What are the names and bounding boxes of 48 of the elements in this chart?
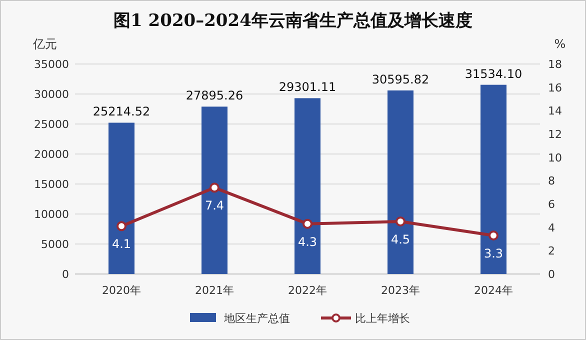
y2-axis-title: % [554, 37, 566, 51]
data-label: 25214.52 [92, 104, 150, 119]
y2-tick-label: 16 [548, 81, 562, 94]
data-label: 4.3 [298, 234, 318, 249]
y-axis-title: 亿元 [32, 37, 57, 51]
y-tick-label: 5000 [41, 238, 69, 251]
y2-tick-label: 10 [548, 151, 562, 164]
point [396, 216, 406, 226]
data-label: 29301.11 [278, 80, 336, 94]
y2-tick-label: 6 [548, 198, 555, 211]
y-tick-label: 10000 [34, 208, 69, 221]
x-tick-label: 2022年 [288, 284, 327, 297]
x-tick-label: 2021年 [195, 284, 234, 297]
data-label: 7.4 [204, 198, 224, 213]
point [488, 230, 498, 240]
y-tick-label: 20000 [34, 148, 69, 161]
point [210, 182, 220, 193]
data-label: 4.5 [390, 232, 410, 246]
y-tick-label: 25000 [34, 118, 69, 131]
legend-label: 地区生产总值 [223, 312, 290, 325]
data-label: 4.1 [112, 237, 132, 252]
bar [202, 106, 228, 274]
y-tick-label: 15000 [34, 178, 69, 191]
y2-tick-label: 8 [548, 174, 555, 188]
y2-tick-label: 14 [548, 104, 562, 118]
point [302, 218, 312, 229]
data-label: 31534.10 [464, 66, 522, 81]
data-label: 30595.82 [372, 72, 430, 86]
bar [294, 98, 320, 274]
y2-tick-label: 4 [548, 221, 555, 234]
bar [480, 84, 506, 274]
y2-tick-label: 12 [548, 128, 562, 141]
chart-title: 图1 2020–2024年云南省生产总值及增长速度 [114, 11, 472, 31]
y2-tick-label: 2 [548, 244, 555, 258]
legend-label: 比上年增长 [355, 312, 410, 325]
y-tick-label: 30000 [34, 88, 69, 101]
bar [388, 90, 414, 274]
bar [108, 122, 134, 274]
x-tick-label: 2023年 [381, 284, 420, 297]
y2-tick-label: 0 [548, 268, 555, 281]
x-tick-label: 2020年 [102, 284, 141, 297]
y-tick-label: 0 [62, 268, 69, 281]
y2-tick-label: 18 [548, 58, 562, 71]
data-label: 27895.26 [186, 88, 244, 103]
y-tick-label: 35000 [34, 58, 69, 71]
point [116, 221, 126, 232]
data-label: 3.3 [484, 246, 504, 260]
x-tick-label: 2024年 [474, 284, 513, 297]
